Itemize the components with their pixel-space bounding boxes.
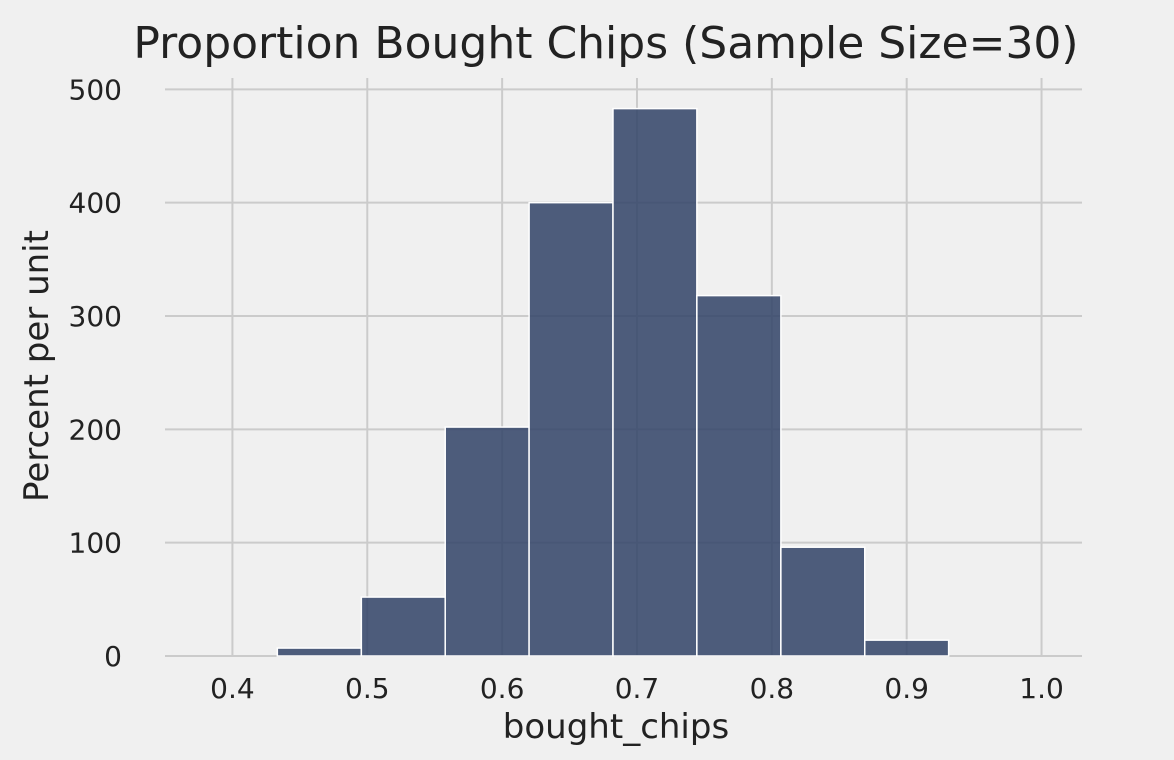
x-tick-label-0: 0.4 (210, 672, 255, 705)
histogram-bar-0 (276, 647, 363, 657)
x-tick-label-4: 0.8 (750, 672, 795, 705)
bars (276, 107, 950, 657)
y-tick-label-3: 300 (69, 300, 122, 333)
x-axis-label: bought_chips (503, 707, 729, 747)
y-tick-label-2: 200 (69, 413, 122, 446)
y-tick-label-1: 100 (69, 527, 122, 560)
chart-title: Proportion Bought Chips (Sample Size=30) (133, 18, 1078, 69)
x-tick-label-5: 0.9 (884, 672, 929, 705)
x-tick-label-3: 0.7 (615, 672, 660, 705)
histogram-bar-7 (864, 639, 950, 657)
histogram-bar-6 (780, 546, 866, 657)
x-tick-label-6: 1.0 (1019, 672, 1064, 705)
y-tick-label-5: 500 (69, 73, 122, 106)
histogram-bar-4 (612, 107, 698, 657)
histogram-bar-5 (696, 294, 782, 657)
y-tick-labels: 0 100 200 300 400 500 (69, 73, 122, 673)
y-axis-label: Percent per unit (17, 230, 57, 502)
histogram-bar-3 (528, 201, 614, 657)
y-tick-label-0: 0 (104, 640, 122, 673)
histogram-bar-1 (360, 596, 446, 657)
x-tick-labels: 0.4 0.5 0.6 0.7 0.8 0.9 1.0 (210, 672, 1064, 705)
x-tick-label-1: 0.5 (345, 672, 390, 705)
histogram-bar-2 (444, 426, 530, 657)
y-tick-label-4: 400 (69, 187, 122, 220)
x-tick-label-2: 0.6 (480, 672, 525, 705)
